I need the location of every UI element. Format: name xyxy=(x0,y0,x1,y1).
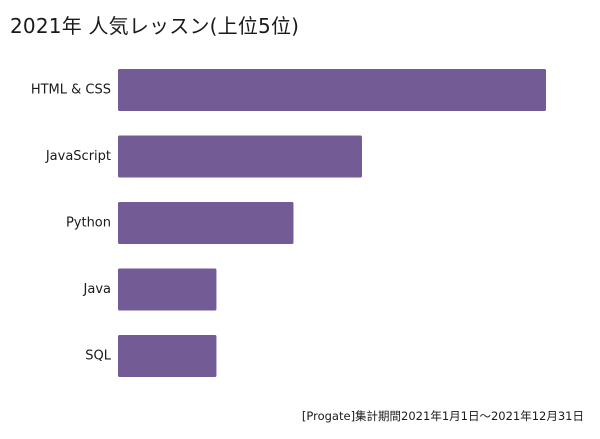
category-label: Java xyxy=(83,282,111,297)
category-labels: HTML & CSS JavaScript Python Java SQL xyxy=(31,83,112,364)
category-label: SQL xyxy=(85,349,111,364)
category-label: HTML & CSS xyxy=(31,83,111,98)
chart-title: 2021年 人気レッスン(上位5位) xyxy=(10,14,300,38)
bar-html-css xyxy=(118,69,546,111)
bars-layer xyxy=(118,69,546,377)
bar-javascript xyxy=(118,135,362,178)
bar-java xyxy=(118,268,217,311)
bar-sql xyxy=(118,335,217,377)
category-label: JavaScript xyxy=(45,149,111,164)
chart-source-note: [Progate]集計期間2021年1月1日〜2021年12月31日 xyxy=(301,409,584,423)
bar-python xyxy=(118,202,294,244)
category-label: Python xyxy=(66,216,111,231)
